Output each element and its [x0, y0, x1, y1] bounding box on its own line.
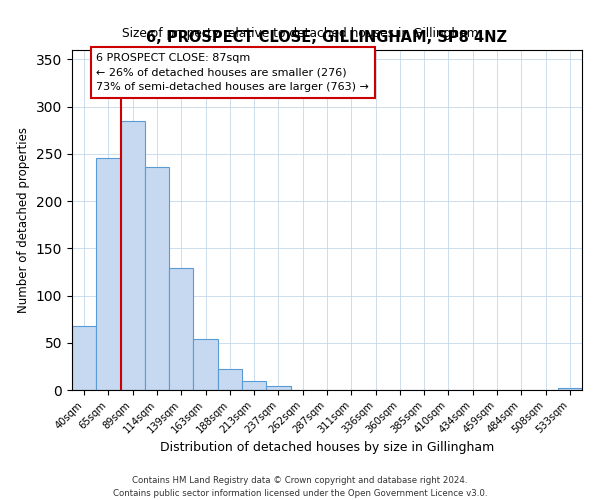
- Bar: [193, 339, 218, 390]
- Bar: [218, 369, 242, 390]
- Bar: [558, 388, 582, 390]
- Text: 6 PROSPECT CLOSE: 87sqm
← 26% of detached houses are smaller (276)
73% of semi-d: 6 PROSPECT CLOSE: 87sqm ← 26% of detache…: [96, 53, 369, 92]
- Bar: [169, 268, 193, 390]
- Bar: [72, 326, 96, 390]
- Bar: [96, 158, 121, 390]
- X-axis label: Distribution of detached houses by size in Gillingham: Distribution of detached houses by size …: [160, 441, 494, 454]
- Text: Contains HM Land Registry data © Crown copyright and database right 2024.
Contai: Contains HM Land Registry data © Crown c…: [113, 476, 487, 498]
- Text: Size of property relative to detached houses in Gillingham: Size of property relative to detached ho…: [122, 28, 478, 40]
- Bar: [266, 386, 290, 390]
- Bar: [121, 121, 145, 390]
- Bar: [242, 380, 266, 390]
- Title: 6, PROSPECT CLOSE, GILLINGHAM, SP8 4NZ: 6, PROSPECT CLOSE, GILLINGHAM, SP8 4NZ: [146, 30, 508, 44]
- Bar: [145, 167, 169, 390]
- Y-axis label: Number of detached properties: Number of detached properties: [17, 127, 31, 313]
